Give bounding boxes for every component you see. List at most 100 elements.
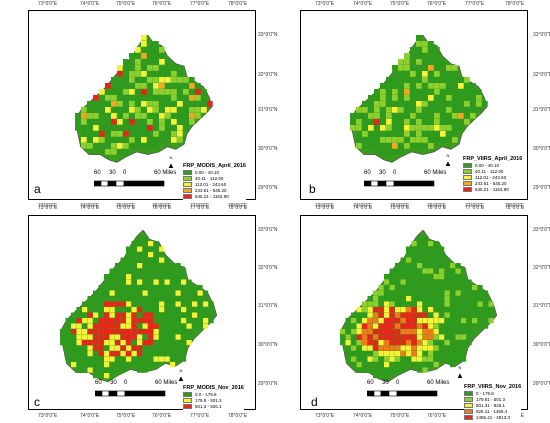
frp-grid-cell xyxy=(455,318,461,324)
frp-grid-cell xyxy=(444,268,450,274)
frp-grid-cell xyxy=(433,296,439,302)
frp-grid-cell xyxy=(450,356,456,362)
frp-grid-cell xyxy=(171,89,177,95)
frp-grid-cell xyxy=(181,345,187,351)
legend-title: FRP_VIIRS_April_2016 xyxy=(463,156,523,162)
frp-grid-cell xyxy=(142,351,148,357)
frp-grid-cell xyxy=(201,101,207,107)
frp-grid-cell xyxy=(208,307,214,313)
frp-grid-cell xyxy=(395,345,401,351)
frp-grid-cell xyxy=(411,268,417,274)
frp-grid-cell xyxy=(148,345,154,351)
frp-grid-cell xyxy=(76,318,82,324)
frp-grid-cell xyxy=(351,329,357,335)
frp-grid-cell xyxy=(131,307,137,313)
frp-grid-cell xyxy=(428,246,434,252)
frp-grid-cell xyxy=(446,113,452,119)
frp-grid-cell xyxy=(404,89,410,95)
longitude-label: 78°0'0"E xyxy=(505,205,525,211)
frp-grid-cell xyxy=(422,340,428,346)
frp-grid-cell xyxy=(93,113,99,119)
frp-grid-cell xyxy=(170,279,176,285)
frp-grid-cell xyxy=(378,367,384,373)
frp-grid-cell xyxy=(434,125,440,131)
frp-grid-cell xyxy=(395,290,401,296)
frp-grid-cell xyxy=(93,95,99,101)
frp-grid-cell xyxy=(142,257,148,263)
frp-grid-cell xyxy=(406,274,412,280)
longitude-label: 76°0'0"E xyxy=(427,1,447,7)
frp-grid-cell xyxy=(374,125,380,131)
frp-grid-cell xyxy=(470,107,476,113)
legend-label: 0 - 179.8 xyxy=(476,390,494,396)
frp-grid-cell xyxy=(170,312,176,318)
frp-grid-cell xyxy=(444,263,450,269)
frp-grid-cell xyxy=(477,318,483,324)
frp-grid-cell xyxy=(137,279,143,285)
frp-grid-cell xyxy=(356,131,362,137)
frp-grid-cell xyxy=(137,312,143,318)
frp-grid-cell xyxy=(93,334,99,340)
frp-grid-cell xyxy=(458,113,464,119)
frp-grid-cell xyxy=(170,296,176,302)
frp-grid-cell xyxy=(203,323,209,329)
frp-grid-cell xyxy=(367,323,373,329)
frp-grid-cell xyxy=(488,318,494,324)
frp-grid-cell xyxy=(433,279,439,285)
frp-grid-cell xyxy=(488,307,494,313)
longitude-label: 76°0'0"E xyxy=(427,203,447,209)
frp-grid-cell xyxy=(142,312,148,318)
frp-grid-cell xyxy=(153,323,159,329)
frp-grid-cell xyxy=(422,301,428,307)
frp-grid-cell xyxy=(105,125,111,131)
frp-grid-cell xyxy=(105,149,111,155)
frp-grid-cell xyxy=(148,312,154,318)
frp-grid-cell xyxy=(461,323,467,329)
frp-grid-cell xyxy=(389,367,395,373)
frp-grid-cell xyxy=(148,274,154,280)
frp-grid-cell xyxy=(153,53,159,59)
frp-grid-cell xyxy=(98,351,104,357)
frp-grid-cell xyxy=(380,125,386,131)
frp-grid-cell xyxy=(392,83,398,89)
frp-grid-cell xyxy=(440,83,446,89)
frp-grid-cell xyxy=(135,143,141,149)
frp-grid-cell xyxy=(455,285,461,291)
frp-grid-cell xyxy=(170,290,176,296)
frp-grid-cell xyxy=(446,65,452,71)
longitude-label: 77°0'0"E xyxy=(465,1,485,7)
frp-grid-cell xyxy=(60,340,66,346)
frp-grid-cell xyxy=(104,301,110,307)
frp-grid-cell xyxy=(159,107,165,113)
frp-grid-cell xyxy=(389,340,395,346)
frp-grid-cell xyxy=(404,137,410,143)
scale-bar-segment xyxy=(385,180,395,187)
frp-grid-cell xyxy=(389,301,395,307)
frp-grid-cell xyxy=(71,345,77,351)
frp-grid-cell xyxy=(384,296,390,302)
north-arrow-glyph: ▲ xyxy=(456,371,464,380)
frp-grid-cell xyxy=(195,101,201,107)
frp-grid-cell xyxy=(175,296,181,302)
frp-grid-cell xyxy=(164,334,170,340)
frp-grid-cell xyxy=(464,89,470,95)
frp-grid-cell xyxy=(455,329,461,335)
frp-grid-cell xyxy=(351,362,357,368)
frp-grid-cell xyxy=(351,345,357,351)
frp-grid-cell xyxy=(395,351,401,357)
scale-bar-segment xyxy=(380,390,390,397)
longitude-label: 73°0'0"E xyxy=(38,413,58,419)
frp-grid-cell xyxy=(165,95,171,101)
frp-grid-cell xyxy=(129,89,135,95)
panel-letter: b xyxy=(309,182,316,196)
frp-grid-cell xyxy=(477,301,483,307)
frp-grid-cell xyxy=(422,285,428,291)
legend-item: 179.81 - 501.3 xyxy=(464,396,521,402)
frp-grid-cell xyxy=(433,268,439,274)
frp-grid-cell xyxy=(400,285,406,291)
frp-grid-cell xyxy=(153,301,159,307)
frp-grid-cell xyxy=(386,149,392,155)
frp-grid-cell xyxy=(378,307,384,313)
longitude-label: 74°0'0"E xyxy=(80,203,100,209)
frp-grid-cell xyxy=(428,318,434,324)
